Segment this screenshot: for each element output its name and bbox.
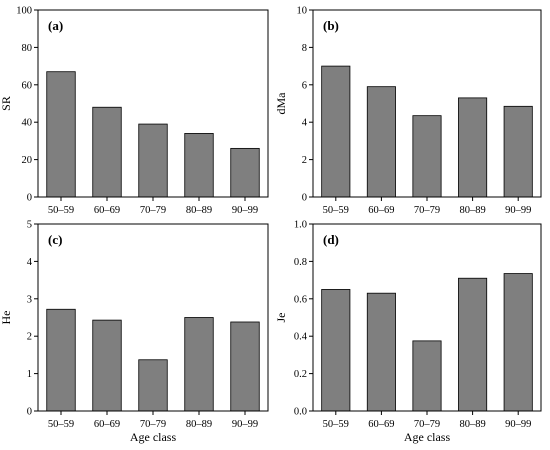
chart-panel-2: 50–59 60–69 70–79 80–89 90–99 0 2 4 6 8 10 (b) dMa — [274, 6, 542, 216]
y-tick-label: 1.0 — [294, 220, 307, 231]
y-tick-label: 0 — [27, 407, 32, 418]
x-tick-label: 70–79 — [140, 205, 166, 216]
y-tick-label: 100 — [16, 6, 32, 17]
bar — [503, 105, 533, 198]
bar — [230, 147, 260, 198]
x-tick-label: 70–79 — [414, 419, 440, 430]
plot-frame — [37, 223, 269, 412]
x-tick-label: 50–59 — [323, 205, 349, 216]
y-tick-label: 2 — [302, 155, 307, 166]
y-tick-label: 60 — [22, 80, 33, 91]
x-tick-label: 50–59 — [48, 205, 74, 216]
y-tick-label: 80 — [22, 43, 33, 54]
y-tick-label: 10 — [297, 6, 308, 17]
panel-label: (c) — [48, 232, 62, 247]
x-tick-label: 50–59 — [323, 419, 349, 430]
y-tick-label: 8 — [302, 43, 307, 54]
y-tick-label: 6 — [302, 80, 307, 91]
x-tick-label: 60–69 — [94, 419, 120, 430]
panel-label: (a) — [48, 18, 63, 33]
bar — [92, 319, 122, 412]
y-axis-label: He — [0, 311, 13, 325]
bar — [366, 86, 396, 198]
y-tick-label: 5 — [27, 220, 32, 231]
bar — [321, 65, 351, 198]
bar — [458, 277, 488, 412]
bar — [503, 273, 533, 412]
x-tick-label: 70–79 — [140, 419, 166, 430]
x-tick-label: 90–99 — [505, 205, 531, 216]
x-axis-label: Age class — [404, 430, 451, 444]
bar — [412, 115, 442, 198]
y-tick-label: 0.6 — [294, 294, 307, 305]
y-tick-label: 1 — [27, 369, 32, 380]
y-tick-label: 0 — [27, 193, 32, 204]
y-axis-label: dMa — [274, 92, 288, 115]
y-axis-label: Je — [274, 313, 288, 323]
chart-panel-1: 50–59 60–69 70–79 80–89 90–99 0 20 40 60 80 100 (a)… — [0, 6, 269, 216]
bar — [321, 289, 351, 412]
plot-frame — [312, 9, 542, 198]
x-tick-label: 60–69 — [368, 419, 394, 430]
x-tick-label: 90–99 — [505, 419, 531, 430]
y-tick-label: 0.8 — [294, 257, 307, 268]
plot-frame — [312, 223, 542, 412]
x-tick-label: 60–69 — [94, 205, 120, 216]
bar — [366, 292, 396, 412]
x-tick-label: 80–89 — [186, 205, 212, 216]
panel-label: (d) — [323, 232, 339, 247]
bar — [138, 359, 168, 412]
y-tick-label: 40 — [22, 118, 33, 129]
x-tick-label: 90–99 — [232, 205, 258, 216]
plot-frame — [37, 9, 269, 198]
x-tick-label: 50–59 — [48, 419, 74, 430]
y-tick-label: 3 — [27, 294, 32, 305]
x-tick-label: 80–89 — [459, 419, 485, 430]
bar — [184, 133, 214, 198]
bar — [46, 71, 76, 198]
y-tick-label: 0.0 — [294, 407, 307, 418]
panel-label: (b) — [323, 18, 339, 33]
x-tick-label: 60–69 — [368, 205, 394, 216]
x-tick-label: 70–79 — [414, 205, 440, 216]
y-tick-label: 4 — [27, 257, 33, 268]
bar — [46, 308, 76, 412]
bar — [92, 106, 122, 198]
x-tick-label: 80–89 — [459, 205, 485, 216]
y-tick-label: 4 — [302, 118, 308, 129]
bar — [184, 317, 214, 412]
chart-panel-4: 50–59 60–69 70–79 80–89 90–99 0.0 0.2 0.4 0.6 0.8… — [274, 220, 542, 444]
y-tick-label: 0.4 — [294, 332, 308, 343]
x-axis-label: Age class — [130, 430, 177, 444]
bar — [412, 340, 442, 412]
chart-panel-3: 50–59 60–69 70–79 80–89 90–99 0 1 2 3 4 5 (c) He Age … — [0, 220, 269, 444]
bar — [230, 321, 260, 412]
x-tick-label: 90–99 — [232, 419, 258, 430]
x-tick-label: 80–89 — [186, 419, 212, 430]
y-axis-label: SR — [0, 96, 13, 111]
bar — [138, 123, 168, 198]
y-tick-label: 2 — [27, 332, 32, 343]
y-tick-label: 0.2 — [294, 369, 307, 380]
y-tick-label: 0 — [302, 193, 307, 204]
bar — [458, 97, 488, 198]
y-tick-label: 20 — [22, 155, 33, 166]
